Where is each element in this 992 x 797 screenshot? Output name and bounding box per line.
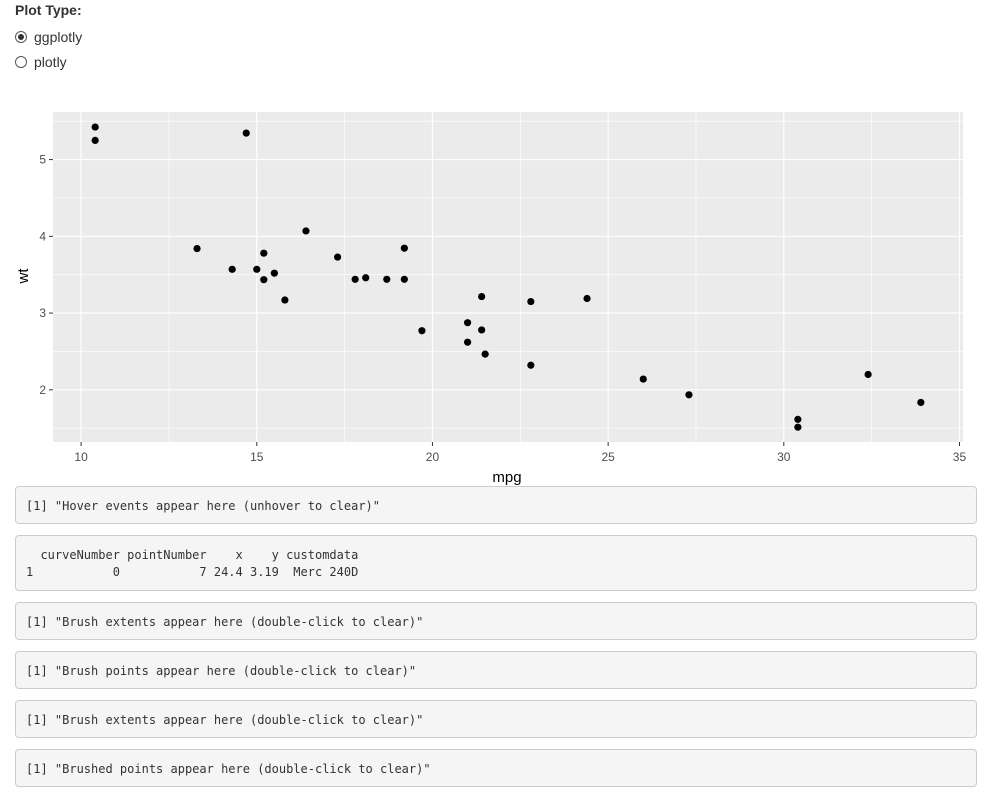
data-point[interactable]	[270, 269, 278, 277]
data-point[interactable]	[383, 275, 391, 283]
data-point[interactable]	[333, 253, 342, 261]
data-points	[91, 123, 925, 431]
data-point[interactable]	[228, 265, 236, 273]
data-point[interactable]	[351, 275, 359, 283]
radio-plotly-circle-icon[interactable]	[15, 55, 27, 68]
data-point[interactable]	[91, 123, 99, 131]
plot-type-label: Plot Type:	[15, 2, 82, 18]
data-point[interactable]	[794, 415, 802, 423]
plot-panel[interactable]	[53, 112, 963, 442]
data-point[interactable]	[527, 361, 535, 369]
data-point[interactable]	[260, 249, 268, 257]
grid-minor	[53, 112, 963, 442]
grid-major	[53, 112, 963, 442]
data-point[interactable]	[91, 136, 99, 144]
radio-ggplotly[interactable]: ggplotly	[15, 24, 82, 49]
data-point[interactable]	[481, 350, 489, 358]
radio-plotly-label: plotly	[34, 53, 67, 70]
data-point[interactable]	[281, 296, 289, 304]
data-point[interactable]	[463, 338, 472, 346]
data-point[interactable]	[478, 292, 486, 301]
data-point[interactable]	[400, 244, 408, 252]
plot-type-control: Plot Type: ggplotly plotly	[15, 2, 82, 74]
brush-points-output: [1] "Brush points appear here (double-cl…	[15, 651, 977, 689]
y-tick-label: 3	[39, 306, 46, 320]
data-point[interactable]	[242, 129, 250, 137]
x-tick-label: 10	[74, 450, 88, 464]
data-point[interactable]	[193, 245, 201, 253]
y-tick-label: 5	[39, 153, 46, 167]
radio-ggplotly-circle-icon[interactable]	[15, 30, 27, 43]
x-tick-label: 15	[250, 450, 264, 464]
scatter-plot[interactable]: 10 15 20 25 30 35 2 3 4 5 mpg wt	[0, 100, 992, 490]
x-axis-title: mpg	[492, 469, 521, 486]
y-axis-title: wt	[15, 268, 32, 285]
data-point[interactable]	[362, 274, 370, 282]
hover-output: [1] "Hover events appear here (unhover t…	[15, 486, 977, 524]
x-tick-label: 20	[426, 450, 440, 464]
data-point[interactable]	[917, 398, 925, 407]
click-output: curveNumber pointNumber x y customdata 1…	[15, 535, 977, 591]
data-point[interactable]	[463, 319, 472, 327]
y-axis: 2 3 4 5	[39, 153, 53, 397]
data-point[interactable]	[794, 423, 802, 431]
brushed-points-output: [1] "Brushed points appear here (double-…	[15, 749, 977, 787]
data-point[interactable]	[260, 276, 268, 284]
x-axis: 10 15 20 25 30 35	[74, 442, 966, 464]
x-tick-label: 35	[953, 450, 967, 464]
data-point[interactable]	[685, 391, 693, 399]
y-tick-label: 4	[39, 229, 46, 243]
brush-extents-output-2: [1] "Brush extents appear here (double-c…	[15, 700, 977, 738]
radio-ggplotly-label: ggplotly	[34, 28, 83, 45]
data-point[interactable]	[527, 297, 535, 306]
data-point[interactable]	[639, 375, 647, 383]
data-point[interactable]	[418, 327, 426, 335]
radio-plotly[interactable]: plotly	[15, 49, 82, 74]
data-point[interactable]	[253, 265, 261, 273]
y-tick-label: 2	[39, 383, 46, 397]
x-tick-label: 25	[601, 450, 615, 464]
brush-extents-output: [1] "Brush extents appear here (double-c…	[15, 602, 977, 640]
data-point[interactable]	[478, 326, 486, 334]
x-tick-label: 30	[777, 450, 791, 464]
data-point[interactable]	[400, 275, 408, 283]
data-point[interactable]	[864, 370, 872, 379]
data-point[interactable]	[583, 294, 591, 303]
data-point[interactable]	[302, 227, 310, 235]
